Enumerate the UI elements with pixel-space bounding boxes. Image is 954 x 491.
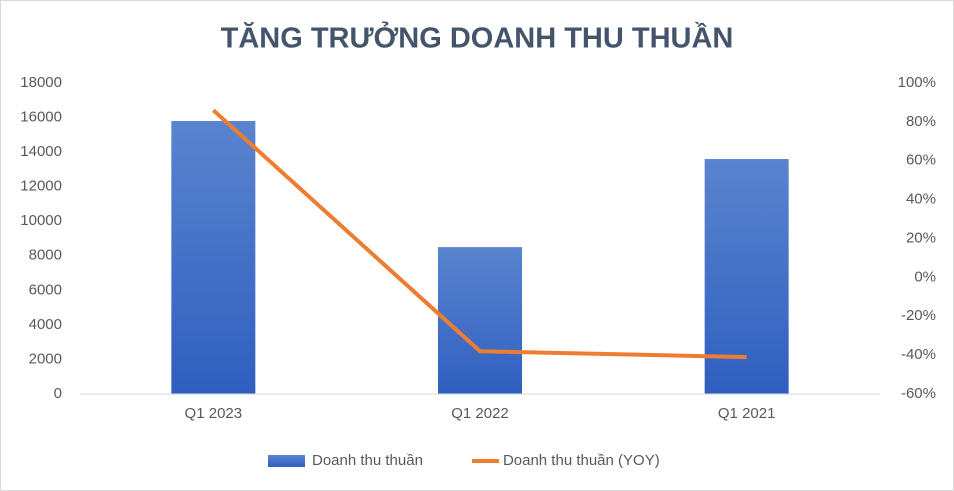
bar [438,247,522,394]
y2-tick-label: 100% [898,74,936,91]
y2-tick-label: 0% [914,268,936,285]
bar [171,121,256,394]
legend-swatch [268,455,305,467]
y-tick-label: 4000 [29,316,62,333]
y2-tick-label: 20% [906,229,936,246]
y2-tick-label: -40% [901,346,936,363]
line [211,108,747,360]
x-tick-label: Q1 2022 [451,405,509,422]
y-tick-label: 10000 [20,212,62,229]
y-tick-label: 6000 [29,281,62,298]
y2-tick-label: -60% [901,385,936,402]
y2-tick-label: 80% [906,113,936,130]
bar [704,159,789,394]
legend-label: Doanh thu thuần [312,452,423,469]
y-tick-label: 16000 [20,109,62,126]
y-tick-label: 18000 [20,74,62,91]
y2-tick-label: 60% [906,152,936,169]
y-tick-label: 0 [54,385,62,402]
chart-title: TĂNG TRƯỞNG DOANH THU THUẦN [221,21,734,55]
y2-tick-label: 40% [906,191,936,208]
y-tick-label: 14000 [20,143,62,160]
x-tick-label: Q1 2023 [185,405,243,422]
y-tick-label: 2000 [29,350,62,367]
y-tick-label: 12000 [20,178,62,195]
y-tick-label: 8000 [29,247,62,264]
y2-tick-label: -20% [901,307,936,324]
x-tick-label: Q1 2021 [718,405,776,422]
legend-label: Doanh thu thuần (YOY) [503,452,660,469]
